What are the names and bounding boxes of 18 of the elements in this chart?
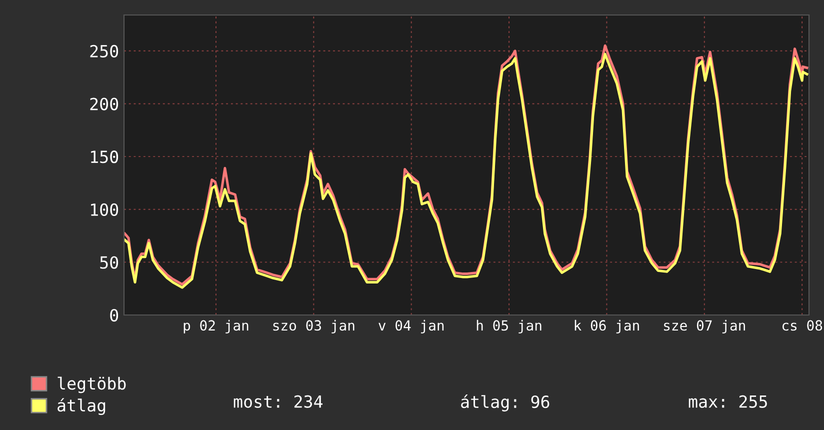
- text: átlag: 96: [461, 394, 550, 412]
- text: most: 234: [234, 395, 323, 408]
- x-tick-label: p 02 jan: [184, 320, 248, 334]
- y-tick-label: 250: [90, 44, 118, 58]
- x-tick-label: cs 08: [782, 320, 822, 331]
- x-tick-label: h 05 jan: [476, 320, 542, 334]
- text: max: 255: [688, 395, 767, 408]
- y-tick-label: 200: [90, 98, 118, 110]
- x-tick-label: k 06 jan: [574, 320, 639, 334]
- legend-label: legtöbb: [58, 376, 126, 394]
- x-tick-label: v 04 jan: [378, 320, 444, 334]
- y-tick-label: 0: [110, 309, 118, 322]
- y-tick-label: 50: [100, 256, 118, 269]
- y-tick-label: 150: [91, 150, 118, 164]
- x-tick-label: sze 07 jan: [664, 320, 745, 334]
- x-tick-label: szo 03 jan: [273, 320, 354, 334]
- legend-label: átlag: [58, 398, 106, 415]
- y-tick-label: 100: [91, 203, 118, 216]
